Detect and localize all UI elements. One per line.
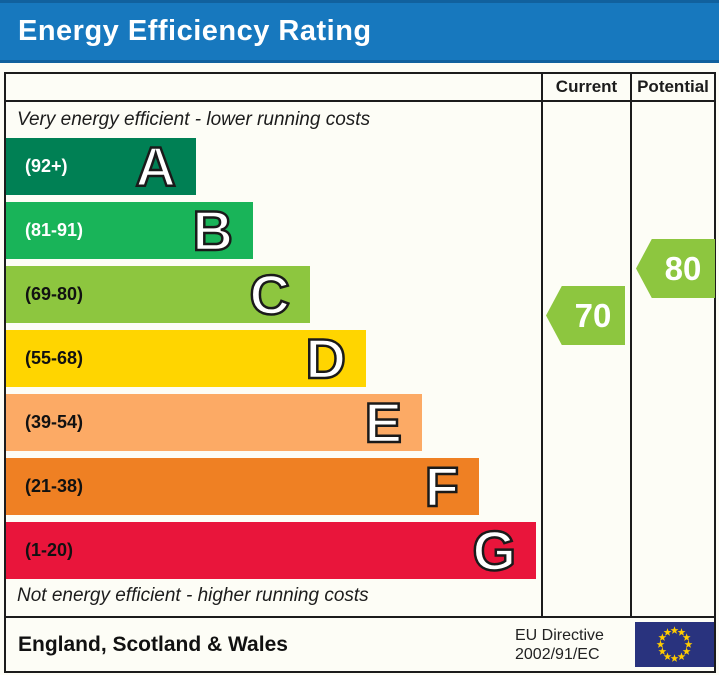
potential-rating-arrow: 80 [636,239,715,298]
band-f: (21-38) F [6,454,479,520]
current-rating-value: 70 [574,296,612,334]
eu-directive-label: EU Directive 2002/91/EC [515,626,604,664]
band-g-range-label: (1-20) [25,540,74,560]
band-e: (39-54) E [6,390,422,456]
band-g: (1-20) G [6,518,536,584]
title-bar: Energy Efficiency Rating [0,0,719,63]
region-label: England, Scotland & Wales [18,632,288,656]
footer-row: England, Scotland & Wales EU Directive 2… [6,618,714,671]
band-a: (92+) A [6,134,196,200]
top-note: Very energy efficient - lower running co… [17,109,371,130]
band-d: (55-68) D [6,326,366,392]
band-b-letter: B [191,198,234,264]
band-b: (81-91) B [6,198,253,264]
band-e-letter: E [363,390,403,456]
band-f-range-label: (21-38) [25,476,84,496]
potential-column-divider [630,74,632,616]
band-c-letter: C [248,262,291,328]
band-d-range-label: (55-68) [25,348,84,368]
band-a-letter: A [134,134,177,200]
bottom-note: Not energy efficient - higher running co… [17,585,369,606]
band-b-range-label: (81-91) [25,220,84,240]
current-column-header: Current [555,77,618,96]
band-chart-area: Very energy efficient - lower running co… [6,102,714,616]
potential-rating-value: 80 [664,249,702,287]
header-divider-line [6,100,714,102]
eu-flag-icon [635,622,714,667]
eu-directive-line1: EU Directive [515,627,604,644]
band-d-letter: D [304,326,347,392]
current-column-divider [541,74,543,616]
band-g-letter: G [471,518,517,584]
eu-directive-line2: 2002/91/EC [515,646,600,663]
band-e-range-label: (39-54) [25,412,84,432]
rating-table: Current Potential Very energy efficient … [4,72,716,673]
band-c: (69-80) C [6,262,310,328]
page-title: Energy Efficiency Rating [18,15,372,47]
potential-column-header: Potential [637,77,709,96]
band-c-range-label: (69-80) [25,284,84,304]
band-a-range-label: (92+) [25,156,68,176]
band-f-letter: F [424,454,461,520]
footer-divider-line [6,616,714,618]
current-rating-arrow: 70 [546,286,625,345]
